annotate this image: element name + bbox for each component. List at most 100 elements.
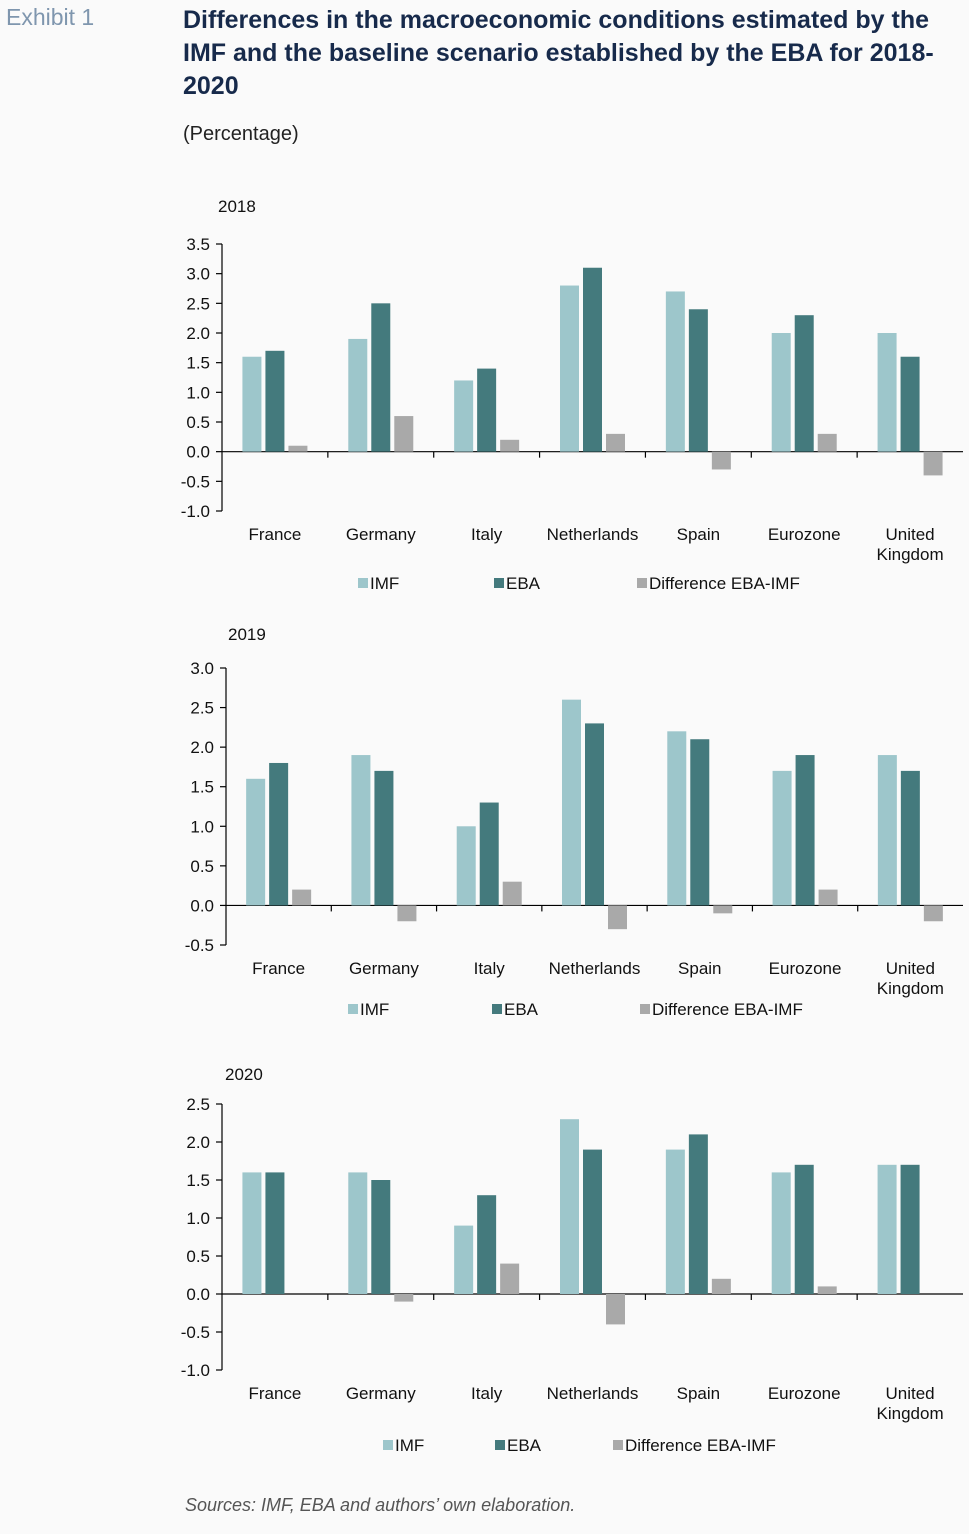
bar-imf-united-kingdom xyxy=(877,1164,897,1294)
bar-eba-germany xyxy=(371,303,391,452)
x-tick-label-spain: Spain xyxy=(677,525,720,544)
bar-difference-eba-imf-spain xyxy=(713,905,733,914)
y-tick-label: 0.0 xyxy=(186,1285,210,1304)
bar-imf-italy xyxy=(454,1225,474,1294)
y-tick-label: 2.5 xyxy=(186,294,210,313)
y-tick-label: -1.0 xyxy=(181,1361,210,1380)
bar-eba-eurozone xyxy=(794,1164,814,1294)
x-tick-label-netherlands: Netherlands xyxy=(547,525,639,544)
x-tick-label-germany: Germany xyxy=(346,1384,416,1403)
bar-eba-italy xyxy=(477,368,497,452)
bar-difference-eba-imf-netherlands xyxy=(608,905,627,930)
bar-eba-france xyxy=(265,1172,285,1294)
x-tick-label-spain: Spain xyxy=(677,1384,720,1403)
legend-label-eba: EBA xyxy=(507,1436,542,1455)
legend-label-eba: EBA xyxy=(506,574,541,593)
bar-imf-germany xyxy=(348,1172,368,1294)
bar-difference-eba-imf-netherlands xyxy=(606,1294,625,1325)
y-tick-label: 2.0 xyxy=(186,1133,210,1152)
legend-swatch-imf xyxy=(383,1440,393,1450)
bar-imf-united-kingdom xyxy=(877,333,897,452)
bar-imf-eurozone xyxy=(771,333,791,452)
bar-difference-eba-imf-france xyxy=(288,445,308,452)
bar-eba-spain xyxy=(690,739,710,906)
y-tick-label: 0.5 xyxy=(186,413,210,432)
bar-difference-eba-imf-netherlands xyxy=(606,433,625,452)
legend-swatch-eba xyxy=(494,578,504,588)
unit-label: (Percentage) xyxy=(183,123,299,145)
chart-2018: 2018 -1.0 -0.5 0.0 0.5 1.0 1.5 2.0 2.5 3.0 3.5 Fran… xyxy=(181,197,963,593)
bar-imf-germany xyxy=(351,755,371,906)
x-tick-label-spain: Spain xyxy=(678,959,721,978)
y-tick-label: 1.0 xyxy=(186,383,210,402)
bar-eba-united-kingdom xyxy=(900,1164,920,1294)
bar-difference-eba-imf-spain xyxy=(711,451,731,470)
exhibit-label: Exhibit 1 xyxy=(6,4,95,30)
y-tick-label: -0.5 xyxy=(185,936,214,955)
legend-label-imf: IMF xyxy=(370,574,399,593)
y-tick-label: 1.5 xyxy=(186,1171,210,1190)
bar-difference-eba-imf-united-kingdom xyxy=(923,451,943,476)
bar-eba-germany xyxy=(374,770,394,906)
x-tick-label-netherlands: Netherlands xyxy=(547,1384,639,1403)
y-tick-label: 1.5 xyxy=(186,354,210,373)
chart-2020: 2020 -1.0 -0.5 0.0 0.5 1.0 1.5 2.0 2.5 France Germ… xyxy=(181,1065,963,1455)
y-tick-label: 0.5 xyxy=(186,1247,210,1266)
bar-imf-germany xyxy=(348,338,368,452)
bar-eba-spain xyxy=(688,1134,708,1294)
legend-swatch-imf xyxy=(358,578,368,588)
bar-eba-eurozone xyxy=(795,755,815,906)
legend-swatch-eba xyxy=(492,1004,502,1014)
legend-label-difference-eba-imf: Difference EBA-IMF xyxy=(649,574,800,593)
bar-difference-eba-imf-eurozone xyxy=(817,1286,837,1294)
bar-imf-netherlands xyxy=(560,285,579,452)
legend-swatch-difference-eba-imf xyxy=(640,1004,650,1014)
x-tick-label-france: France xyxy=(248,525,301,544)
y-tick-label: 0.0 xyxy=(190,896,214,915)
y-tick-label: -1.0 xyxy=(181,502,210,521)
bar-eba-france xyxy=(265,350,285,452)
bar-eba-netherlands xyxy=(583,267,602,452)
bar-imf-spain xyxy=(665,1149,685,1294)
legend-label-imf: IMF xyxy=(360,1000,389,1019)
bar-eba-france xyxy=(269,762,289,906)
bar-difference-eba-imf-germany xyxy=(394,416,414,452)
bar-imf-netherlands xyxy=(560,1119,579,1294)
x-tick-label-italy: Italy xyxy=(474,959,506,978)
bar-difference-eba-imf-spain xyxy=(711,1278,731,1294)
bar-eba-germany xyxy=(371,1180,391,1294)
x-tick-label-germany: Germany xyxy=(346,525,416,544)
x-tick-label-united-kingdom: United Kingdom xyxy=(877,1384,944,1423)
chart-2019: 2019 -0.5 0.0 0.5 1.0 1.5 2.0 2.5 3.0 France Germa… xyxy=(185,625,963,1019)
bar-imf-spain xyxy=(667,731,687,906)
bar-imf-eurozone xyxy=(772,770,792,906)
bar-imf-united-kingdom xyxy=(877,755,897,906)
y-tick-label: 0.5 xyxy=(190,857,214,876)
x-tick-label-eurozone: Eurozone xyxy=(768,525,841,544)
legend-label-difference-eba-imf: Difference EBA-IMF xyxy=(652,1000,803,1019)
bar-imf-france xyxy=(242,356,262,452)
x-tick-label-france: France xyxy=(248,1384,301,1403)
legend-swatch-eba xyxy=(495,1440,505,1450)
bar-difference-eba-imf-eurozone xyxy=(817,433,837,452)
x-tick-label-eurozone: Eurozone xyxy=(769,959,842,978)
bar-difference-eba-imf-italy xyxy=(500,1263,520,1294)
y-tick-label: 2.0 xyxy=(190,738,214,757)
x-tick-label-united-kingdom: United Kingdom xyxy=(877,525,944,564)
bar-imf-italy xyxy=(454,380,474,452)
y-tick-label: 1.0 xyxy=(190,817,214,836)
legend-swatch-difference-eba-imf xyxy=(637,578,647,588)
y-tick-label: 1.5 xyxy=(190,778,214,797)
bar-eba-italy xyxy=(477,1195,497,1294)
y-tick-label: 0.0 xyxy=(186,443,210,462)
y-tick-label: -0.5 xyxy=(181,1323,210,1342)
bar-difference-eba-imf-eurozone xyxy=(818,889,838,906)
x-tick-label-italy: Italy xyxy=(471,1384,503,1403)
bar-eba-netherlands xyxy=(585,723,604,906)
bar-difference-eba-imf-italy xyxy=(502,881,522,906)
bar-eba-spain xyxy=(688,309,708,452)
x-tick-label-italy: Italy xyxy=(471,525,503,544)
y-tick-label: 3.0 xyxy=(186,265,210,284)
panel-year-label: 2020 xyxy=(225,1065,263,1084)
legend-label-eba: EBA xyxy=(504,1000,539,1019)
